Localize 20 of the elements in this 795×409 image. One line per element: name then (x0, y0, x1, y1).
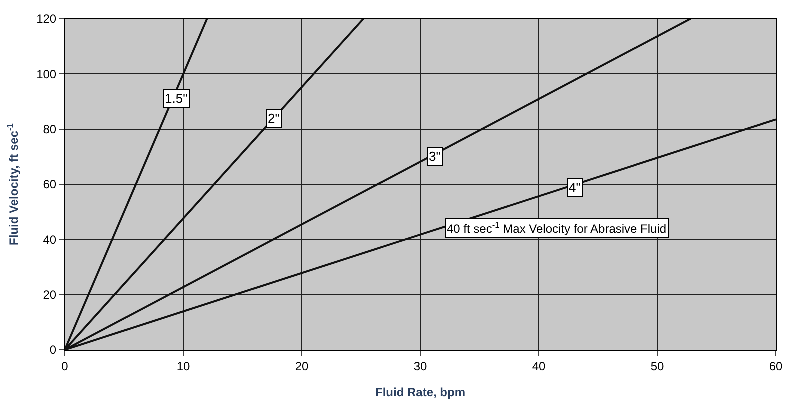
annotation: 1.5" (165, 91, 188, 106)
y-tick-label: 0 (50, 343, 57, 358)
x-tick-label: 20 (295, 359, 309, 374)
y-tick-label: 40 (43, 232, 57, 247)
x-tick-label: 0 (62, 359, 69, 374)
x-tick-label: 10 (176, 359, 190, 374)
x-tick-label: 40 (532, 359, 546, 374)
y-tick-label: 100 (36, 67, 57, 82)
y-tick-label: 120 (36, 12, 57, 26)
x-tick-label: 30 (414, 359, 428, 374)
y-tick-label: 80 (43, 122, 57, 137)
annotation: 40 ft sec$^{-1}$ Max Velocity for Abrasive Fluid (447, 220, 667, 236)
x-tick-label: 50 (650, 359, 664, 374)
y-tick-label: 20 (43, 288, 57, 302)
y-tick-label: 60 (43, 178, 57, 192)
annotation: 2" (268, 111, 280, 126)
x-axis-title: Fluid Rate, bpm (376, 385, 466, 400)
annotation: 3" (429, 149, 442, 164)
x-tick-label: 60 (769, 359, 783, 374)
annotation: 4" (569, 180, 582, 195)
